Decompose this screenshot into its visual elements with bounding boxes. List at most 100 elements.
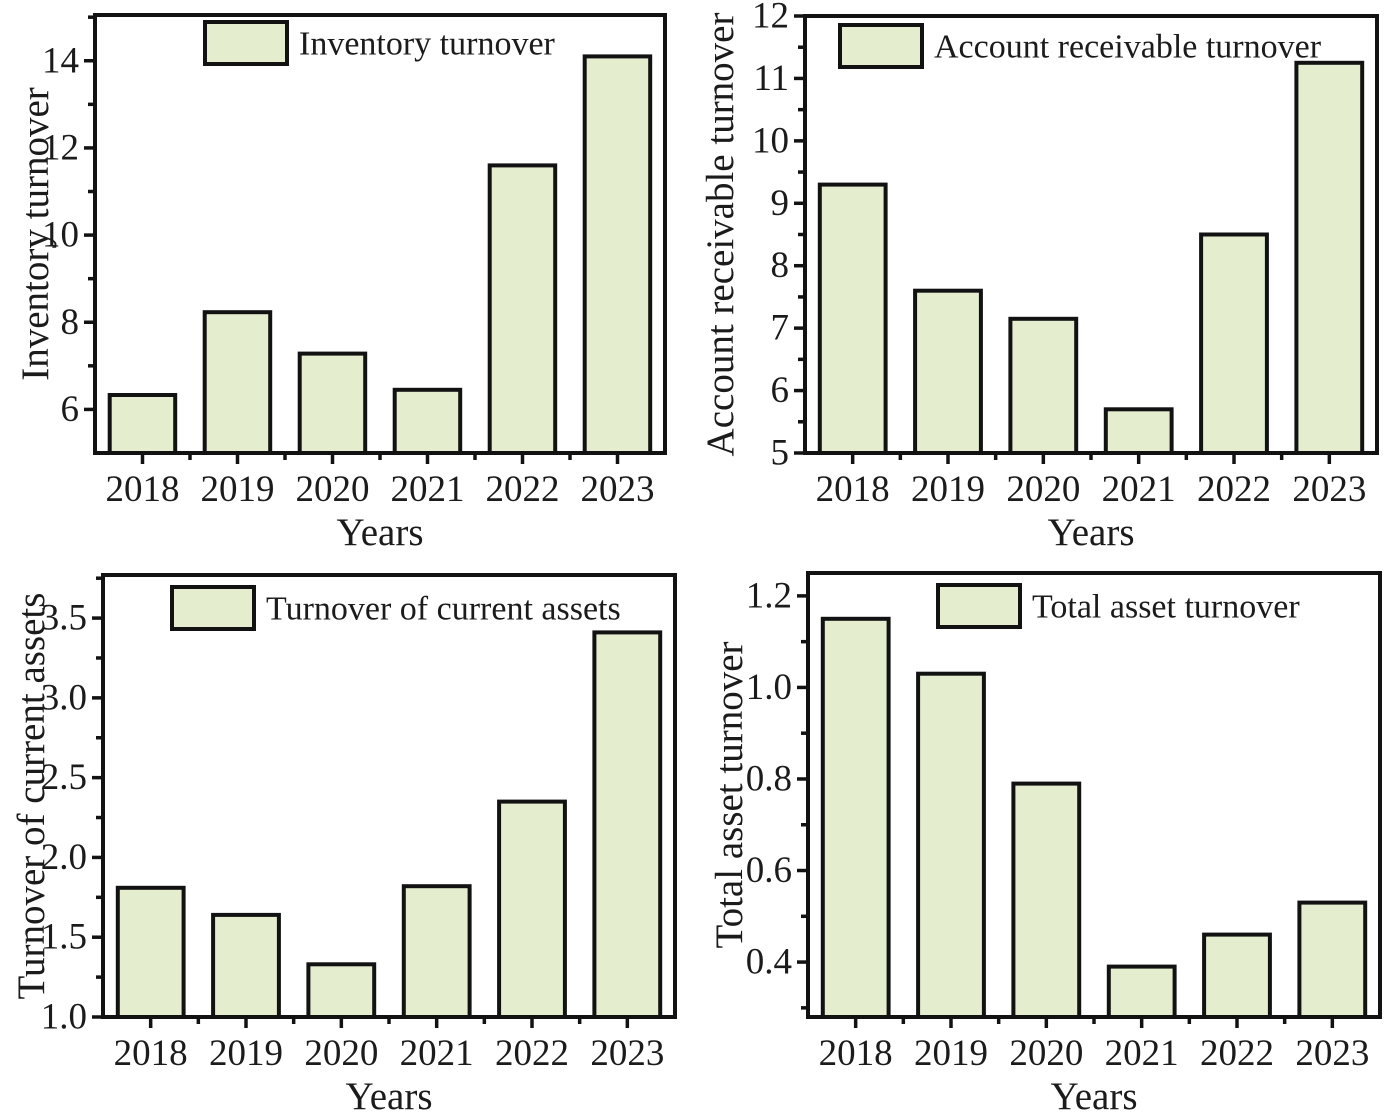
y-tick-label: 12: [42, 127, 79, 168]
x-tick-label: 2023: [1295, 1033, 1369, 1074]
x-tick-label: 2018: [106, 469, 180, 510]
x-tick-label: 2021: [391, 469, 465, 510]
bar-2020: [306, 962, 377, 1019]
x-tick-label: 2019: [209, 1033, 283, 1074]
y-tick-label: 8: [61, 302, 80, 343]
legend-swatch: [838, 23, 924, 69]
bar-2018: [820, 616, 891, 1020]
y-tick-label: 6: [61, 389, 80, 430]
y-tick-label: 0.6: [746, 850, 792, 891]
y-axis-label: Account receivable turnover: [699, 13, 742, 457]
bar-2020: [297, 351, 368, 456]
bar-2019: [913, 288, 983, 456]
y-tick-label: 8: [771, 245, 790, 286]
y-tick-label: 10: [752, 120, 789, 161]
x-tick-label: 2022: [486, 469, 560, 510]
y-tick-label: 2.0: [41, 837, 87, 878]
y-tick-label: 10: [42, 215, 79, 256]
bar-2019: [916, 671, 986, 1019]
x-axis-label: Years: [1050, 1075, 1137, 1118]
legend-label: Inventory turnover: [299, 26, 556, 63]
bar-2022: [1199, 232, 1269, 455]
y-tick-label: 2.5: [41, 757, 87, 798]
x-axis-label: Years: [336, 511, 423, 554]
x-tick-label: 2018: [816, 469, 890, 510]
chart-top-right: 5 6 7 8 9 10 11 12 2018 2019 2020 2021 2022 2023 Years…: [699, 0, 1379, 554]
x-tick-label: 2021: [1105, 1033, 1179, 1074]
x-tick-label: 2018: [819, 1033, 893, 1074]
y-tick-label: 0.4: [746, 942, 792, 983]
x-tick-label: 2022: [1197, 469, 1271, 510]
x-tick-label: 2019: [911, 469, 985, 510]
y-tick-label: 6: [771, 370, 790, 411]
y-axis-label: Total asset turnover: [708, 641, 751, 948]
legend-swatch: [170, 585, 256, 631]
y-tick-label: 11: [753, 58, 789, 99]
plot-box: [806, 571, 1382, 1019]
panel-turnover-of-current-assets: 1.0 1.5 2.0 2.5 3.0 3.5 2018 2019 2020 2021 2022 20…: [0, 560, 694, 1119]
bar-2018: [817, 182, 888, 455]
y-tick-label: 5: [771, 433, 790, 474]
y-tick-label: 3.0: [41, 677, 87, 718]
bar-2019: [202, 310, 273, 456]
legend-label: Turnover of current assets: [266, 591, 621, 628]
x-tick-label: 2019: [914, 1033, 988, 1074]
plot-box: [93, 13, 667, 455]
y-tick-label: 1.0: [41, 997, 87, 1038]
x-tick-label: 2023: [581, 469, 655, 510]
y-axis-label: Turnover of current assets: [10, 593, 53, 1000]
bar-2021: [1106, 964, 1177, 1020]
legend-label: Account receivable turnover: [934, 29, 1322, 66]
bar-2018: [115, 885, 186, 1019]
bar-2021: [1103, 407, 1174, 455]
bar-2023: [592, 630, 663, 1020]
bar-2023: [582, 54, 653, 456]
bar-2020: [1008, 316, 1079, 455]
y-tick-label: 3.5: [41, 598, 87, 639]
y-axis-label: Inventory turnover: [14, 87, 57, 381]
y-tick-label: 0.8: [746, 758, 792, 799]
y-tick-label: 1.0: [746, 667, 792, 708]
x-tick-label: 2021: [1102, 469, 1176, 510]
panel-inventory-turnover: 6 8 10 12 14 2018 2019 2020 2021 2022 2023 Years Inv…: [0, 0, 694, 560]
bar-2022: [487, 163, 558, 455]
x-tick-label: 2021: [400, 1033, 474, 1074]
bar-2021: [392, 387, 463, 455]
chart-top-left: 6 8 10 12 14 2018 2019 2020 2021 2022 2023 Years Inv…: [14, 13, 667, 554]
x-tick-label: 2019: [201, 469, 275, 510]
bar-2020: [1011, 781, 1082, 1019]
x-tick-label: 2020: [304, 1033, 378, 1074]
x-tick-label: 2023: [590, 1033, 664, 1074]
legend-label: Total asset turnover: [1032, 589, 1300, 626]
bar-2023: [1297, 900, 1368, 1020]
y-tick-label: 7: [771, 308, 790, 349]
legend-swatch: [203, 20, 289, 66]
panel-account-receivable-turnover: 5 6 7 8 9 10 11 12 2018 2019 2020 2021 2022 2023 Years…: [694, 0, 1388, 560]
x-tick-label: 2022: [495, 1033, 569, 1074]
plot-box: [803, 14, 1379, 455]
panel-total-asset-turnover: 0.4 0.6 0.8 1.0 1.2 2018 2019 2020 2021 2022 2023 Y…: [694, 560, 1388, 1119]
x-axis-label: Years: [1047, 511, 1134, 554]
legend-swatch: [936, 583, 1022, 629]
x-axis-label: Years: [345, 1075, 432, 1118]
y-tick-label: 9: [771, 183, 790, 224]
y-tick-label: 14: [42, 40, 79, 81]
chart-bottom-right: 0.4 0.6 0.8 1.0 1.2 2018 2019 2020 2021 2022 2023 Y…: [708, 571, 1382, 1118]
bar-2022: [497, 799, 567, 1019]
x-tick-label: 2020: [1009, 1033, 1083, 1074]
bar-2019: [211, 912, 281, 1019]
bar-2021: [401, 884, 472, 1020]
y-tick-label: 1.5: [41, 917, 87, 958]
x-tick-label: 2023: [1292, 469, 1366, 510]
bar-2023: [1294, 60, 1365, 456]
bar-2018: [107, 393, 178, 455]
y-tick-label: 1.2: [746, 575, 792, 616]
bar-2022: [1202, 932, 1272, 1020]
plot-box: [101, 573, 677, 1019]
x-tick-label: 2018: [114, 1033, 188, 1074]
x-tick-label: 2020: [1006, 469, 1080, 510]
chart-bottom-left: 1.0 1.5 2.0 2.5 3.0 3.5 2018 2019 2020 2021 2022 20…: [10, 573, 677, 1118]
y-tick-label: 12: [752, 0, 789, 37]
x-tick-label: 2020: [296, 469, 370, 510]
